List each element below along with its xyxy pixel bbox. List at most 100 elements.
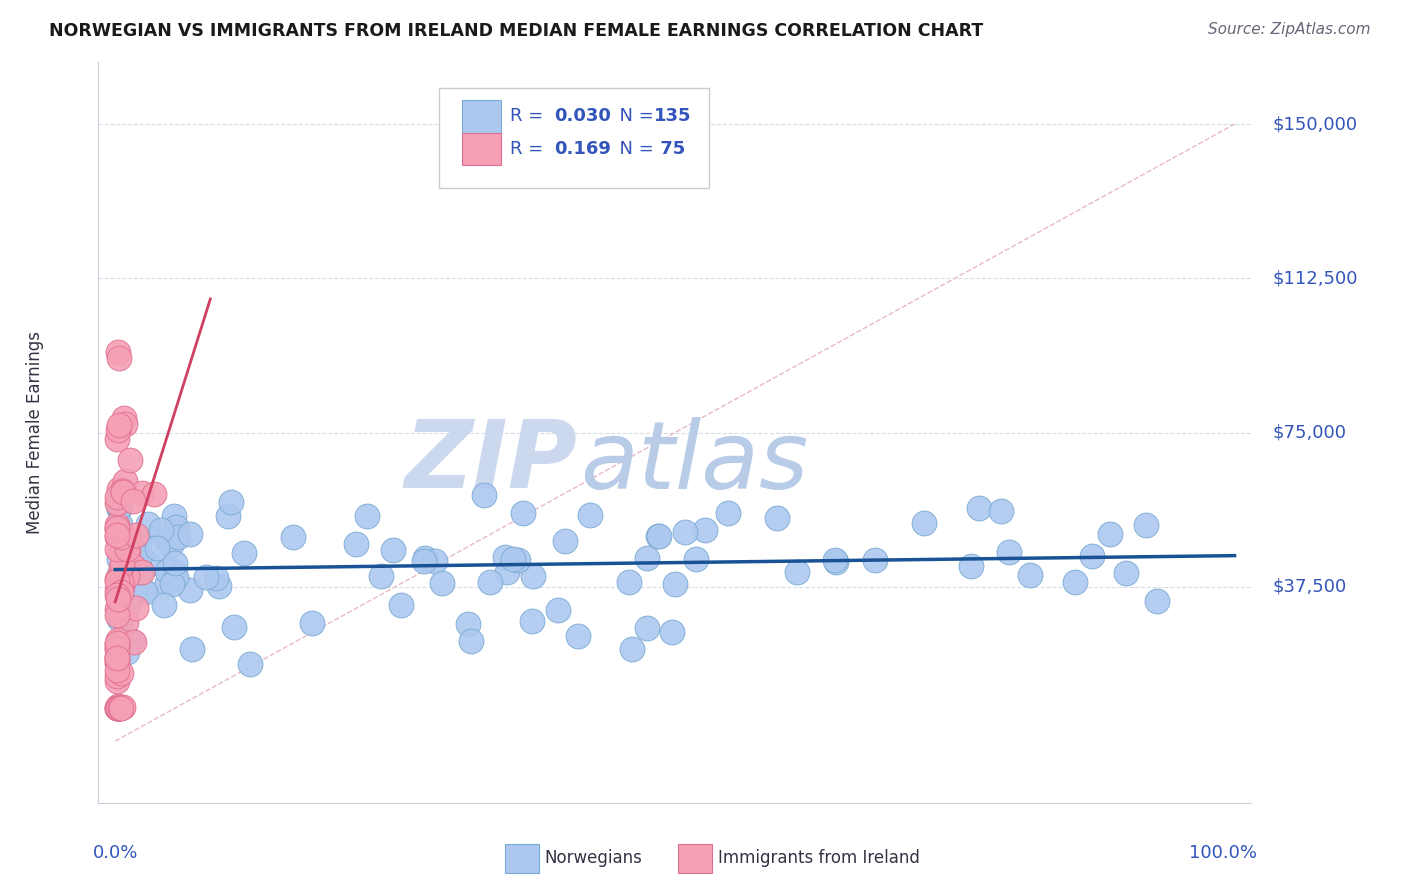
Point (107, 592, 129, 607)
Point (224, 620, 246, 634)
Text: 100.0%: 100.0% (1189, 844, 1257, 862)
Point (478, 574, 501, 589)
Text: Norwegians: Norwegians (544, 849, 643, 867)
Point (179, 527, 201, 541)
FancyBboxPatch shape (678, 844, 711, 873)
Point (108, 524, 131, 539)
Point (125, 579, 148, 593)
Point (494, 549, 516, 564)
Point (344, 537, 367, 551)
Point (998, 545, 1021, 559)
Point (1081, 549, 1104, 564)
Point (648, 529, 671, 543)
Point (107, 701, 129, 715)
Point (107, 502, 129, 516)
Point (107, 607, 129, 622)
Text: ZIP: ZIP (404, 417, 576, 508)
Point (115, 538, 138, 552)
Point (110, 585, 132, 599)
FancyBboxPatch shape (461, 100, 501, 133)
Point (865, 553, 887, 567)
Point (107, 637, 129, 651)
Point (647, 529, 669, 543)
Point (522, 614, 544, 628)
Point (107, 640, 129, 655)
FancyBboxPatch shape (461, 133, 501, 165)
Point (218, 508, 240, 523)
Point (122, 558, 145, 573)
Point (107, 651, 129, 665)
Point (125, 528, 148, 542)
Point (107, 351, 129, 366)
Point (301, 615, 323, 630)
Point (111, 579, 134, 593)
Point (128, 547, 150, 561)
Point (990, 504, 1012, 518)
Point (512, 506, 534, 520)
Point (156, 575, 179, 590)
Point (107, 699, 129, 714)
Point (115, 569, 138, 583)
Point (120, 539, 142, 553)
Point (765, 511, 787, 525)
Point (115, 615, 138, 629)
Point (129, 566, 152, 580)
Point (138, 558, 160, 572)
Point (150, 523, 173, 537)
Point (107, 656, 129, 670)
Point (134, 585, 156, 599)
Point (107, 524, 129, 539)
Point (620, 642, 643, 657)
Text: 135: 135 (654, 108, 692, 126)
Point (107, 583, 129, 598)
Point (1146, 594, 1168, 608)
Point (239, 657, 262, 671)
Point (108, 482, 131, 496)
Point (107, 572, 129, 586)
Point (413, 554, 436, 568)
Point (118, 533, 141, 547)
FancyBboxPatch shape (439, 88, 710, 188)
Point (1135, 518, 1157, 533)
Point (673, 524, 696, 539)
Point (107, 521, 129, 535)
Text: R =: R = (510, 108, 548, 126)
Point (163, 564, 186, 578)
Point (131, 565, 153, 579)
Point (107, 673, 129, 688)
Text: 0.030: 0.030 (554, 108, 610, 126)
Point (131, 486, 153, 500)
Point (107, 642, 129, 657)
Point (685, 552, 707, 566)
Point (128, 535, 150, 549)
Point (121, 544, 143, 558)
Point (110, 591, 132, 605)
Point (108, 701, 131, 715)
Text: R =: R = (510, 140, 555, 158)
Point (120, 590, 142, 604)
Point (114, 549, 136, 564)
Point (194, 570, 217, 584)
Point (117, 645, 139, 659)
Point (110, 701, 132, 715)
Point (389, 598, 412, 612)
Point (107, 669, 129, 683)
Point (110, 530, 132, 544)
Point (508, 553, 530, 567)
Point (107, 592, 129, 607)
Point (125, 600, 148, 615)
Point (107, 572, 129, 586)
Point (107, 496, 129, 510)
Point (111, 557, 134, 571)
Point (502, 551, 524, 566)
Point (107, 574, 129, 589)
Point (356, 508, 378, 523)
Point (107, 700, 129, 714)
Point (207, 579, 229, 593)
Point (107, 523, 129, 537)
Point (824, 553, 846, 567)
Point (107, 633, 129, 648)
Text: Median Female Earnings: Median Female Earnings (25, 331, 44, 534)
Point (114, 417, 136, 432)
Point (108, 544, 131, 558)
